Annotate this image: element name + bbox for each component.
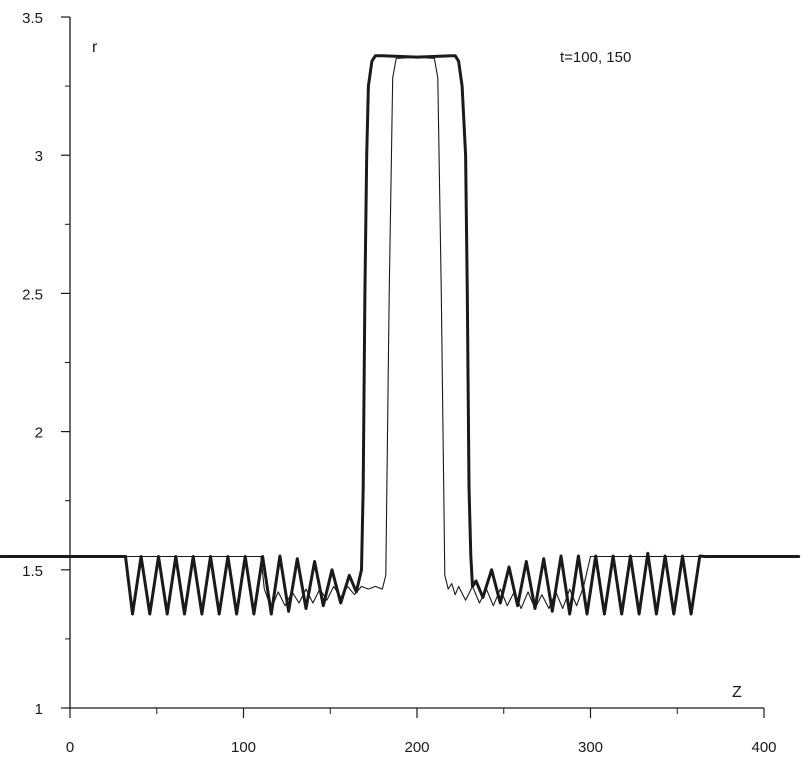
ticks-layer: 1 1.5 2 2.5 3 3.5 0 100 200 300 400 <box>22 10 776 756</box>
time-annotation: t=100, 150 <box>560 49 631 66</box>
series-line-thin <box>0 56 800 610</box>
series-line-thick <box>0 54 801 616</box>
x-tick-label: 300 <box>578 739 603 756</box>
x-tick-label: 400 <box>751 739 776 756</box>
y-tick-label: 3 <box>35 148 43 165</box>
y-tick-label: 3.5 <box>22 10 43 27</box>
x-tick-label: 0 <box>66 739 74 756</box>
y-tick-label: 1.5 <box>22 563 43 580</box>
x-tick-label: 100 <box>231 739 256 756</box>
series-layer <box>0 54 801 616</box>
x-axis-label: Z <box>732 684 742 701</box>
y-tick-label: 2 <box>35 425 43 442</box>
y-tick-label: 2.5 <box>22 286 43 303</box>
y-axis-label: r <box>92 39 98 56</box>
y-tick-label: 1 <box>35 701 43 718</box>
x-tick-label: 200 <box>404 739 429 756</box>
